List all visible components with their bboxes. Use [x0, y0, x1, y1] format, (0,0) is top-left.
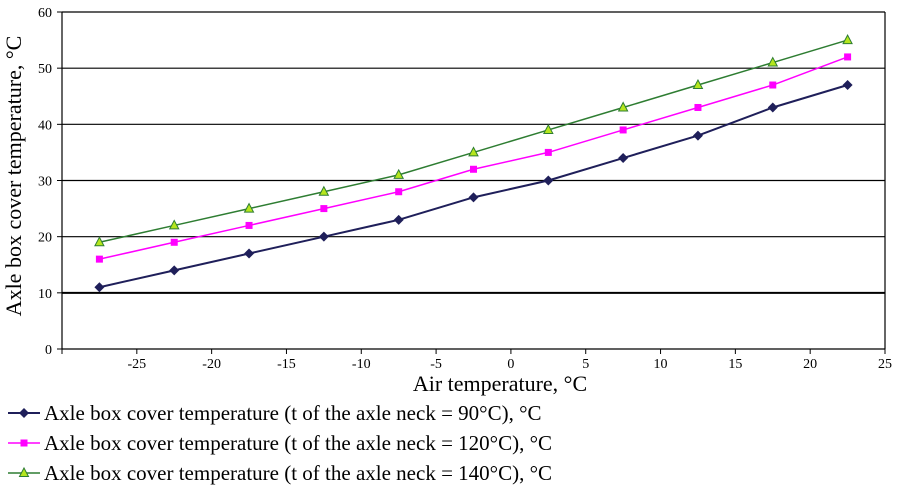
x-tick-label: 5 [582, 357, 589, 372]
legend-label-120: Axle box cover temperature (t of the axl… [44, 430, 552, 455]
data-point [470, 165, 477, 173]
legend-label-140: Axle box cover temperature (t of the axl… [44, 460, 552, 485]
legend-item-140: Axle box cover temperature (t of the axl… [6, 458, 552, 488]
legend-swatch-120 [8, 439, 40, 447]
data-point [468, 192, 479, 203]
legend-label-90: Axle box cover temperature (t of the axl… [44, 400, 542, 425]
y-tick-label: 10 [38, 287, 52, 302]
legend-item-90: Axle box cover temperature (t of the axl… [6, 398, 552, 428]
data-point [320, 205, 328, 213]
x-tick-label: 20 [803, 357, 817, 372]
legend-swatch-90 [8, 408, 40, 418]
series-line [99, 39, 848, 244]
data-point [393, 168, 405, 179]
x-tick-label: 10 [654, 357, 668, 372]
data-point [243, 202, 255, 213]
data-point [318, 231, 329, 242]
data-point [767, 102, 778, 113]
y-tick-label: 20 [38, 231, 52, 246]
x-tick-label: 25 [878, 357, 892, 372]
data-point [544, 148, 552, 156]
data-point [692, 130, 703, 141]
data-point [694, 103, 702, 111]
series-line [99, 56, 848, 260]
series-3 [94, 34, 853, 247]
data-point [617, 101, 629, 112]
x-tick-label: -15 [277, 357, 296, 372]
data-point [542, 123, 554, 134]
axes [57, 11, 886, 354]
data-point [94, 236, 105, 247]
data-point [245, 221, 253, 229]
series-group [94, 34, 853, 293]
data-point [619, 126, 627, 134]
y-tick-label: 50 [38, 62, 52, 77]
series-1 [94, 80, 853, 293]
series-line [99, 84, 848, 289]
data-point [170, 238, 178, 246]
legend-marker [19, 408, 29, 418]
y-tick-label: 60 [38, 6, 52, 21]
data-point [769, 81, 777, 89]
y-tick-label: 0 [45, 343, 52, 358]
data-point [395, 188, 403, 196]
data-point [168, 219, 180, 230]
data-point [692, 78, 704, 90]
legend-marker [20, 439, 28, 447]
y-axis-label: Axle box cover temperature, °C [1, 36, 26, 317]
series-2 [95, 53, 852, 263]
y-tick-label: 40 [38, 118, 52, 133]
legend: Axle box cover temperature (t of the axl… [6, 398, 552, 488]
x-tick-label: -20 [202, 357, 221, 372]
y-tick-label: 30 [38, 175, 52, 190]
data-point [169, 265, 180, 276]
x-tick-labels: -25 -20 -15 -10 -5 0 5 10 15 20 25 [127, 357, 892, 372]
x-tick-label: -10 [352, 357, 371, 372]
data-point [767, 56, 779, 67]
x-tick-label: -25 [127, 357, 146, 372]
y-tick-labels: 0 10 20 30 40 50 60 [38, 6, 52, 358]
data-point [842, 80, 853, 91]
data-point [393, 214, 404, 225]
x-tick-label: 0 [507, 357, 514, 372]
data-point [94, 282, 105, 293]
data-point [543, 175, 554, 186]
data-point [468, 146, 479, 157]
data-point [844, 53, 852, 61]
x-axis-label: Air temperature, °C [413, 371, 587, 396]
legend-item-120: Axle box cover temperature (t of the axl… [6, 428, 552, 458]
data-point [318, 185, 330, 196]
data-point [244, 248, 255, 259]
data-point [842, 34, 853, 45]
line-chart: 0 10 20 30 40 50 60 -25 -20 -15 -10 -5 0 5 10 15 20 25 A… [1, 6, 892, 396]
x-tick-label: 15 [728, 357, 742, 372]
legend-swatch-140 [8, 466, 40, 477]
data-point [618, 153, 629, 164]
legend-marker [18, 466, 30, 477]
data-point [95, 255, 103, 263]
x-tick-label: -5 [430, 357, 442, 372]
